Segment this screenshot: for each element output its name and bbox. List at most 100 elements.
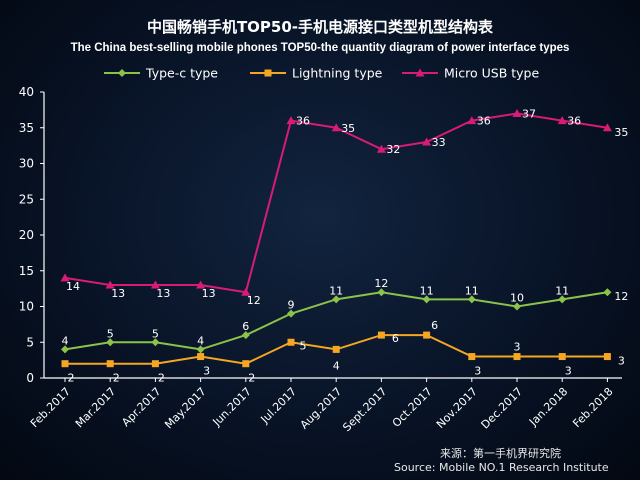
data-point (602, 123, 612, 132)
data-point (197, 353, 205, 361)
data-point (106, 338, 115, 347)
data-point (61, 360, 69, 368)
x-tick-label: Dec.2017 (479, 385, 526, 432)
source-chinese: 来源：第一手机界研究院 (440, 446, 561, 460)
data-label: 6 (431, 319, 438, 332)
data-label: 14 (66, 280, 80, 293)
y-tick-label: 15 (19, 264, 34, 278)
legend-marker (264, 69, 272, 77)
legend-marker (118, 69, 126, 77)
data-point (423, 331, 431, 339)
data-point (558, 353, 566, 361)
data-label: 12 (374, 277, 388, 290)
data-label: 3 (203, 365, 210, 378)
data-label: 3 (565, 365, 572, 378)
x-tick-label: Aug.2017 (298, 385, 345, 432)
data-point (512, 108, 522, 117)
data-label: 2 (248, 372, 255, 385)
x-tick-label: Jul.2017 (258, 385, 300, 427)
y-tick-label: 35 (19, 121, 34, 135)
data-label: 35 (341, 122, 355, 135)
data-point (241, 287, 251, 296)
data-label: 35 (614, 126, 628, 139)
y-axis-ticks: 0 5 10 15 20 25 30 35 40 (19, 85, 44, 385)
series-line (64, 112, 608, 294)
data-label: 36 (477, 115, 491, 128)
data-point (151, 360, 159, 368)
data-label: 4 (333, 359, 340, 372)
data-point (468, 353, 476, 361)
y-tick-label: 30 (19, 157, 34, 171)
y-tick-label: 25 (19, 192, 34, 206)
data-point (377, 288, 386, 297)
data-point (603, 288, 612, 297)
data-label: 5 (107, 327, 114, 340)
chart-subtitle: The China best-selling mobile phones TOP… (71, 42, 570, 54)
data-label: 36 (296, 115, 310, 128)
data-point (286, 116, 296, 125)
x-tick-label: May.2017 (162, 385, 208, 431)
data-point (150, 280, 160, 289)
data-point (242, 360, 250, 368)
data-label: 36 (567, 115, 581, 128)
data-label: 10 (510, 292, 524, 305)
data-label: 32 (386, 143, 400, 156)
data-point (105, 280, 115, 289)
data-point (106, 360, 114, 368)
data-label: 11 (420, 284, 434, 297)
data-label: 6 (242, 320, 249, 333)
data-point (376, 144, 386, 153)
data-label: 2 (158, 372, 165, 385)
x-tick-label: Jan.2018 (526, 385, 570, 429)
x-tick-label: Sept.2017 (340, 385, 389, 434)
data-label: 5 (300, 339, 307, 352)
x-tick-label: Oct.2017 (390, 385, 435, 430)
x-tick-label: Apr.2017 (119, 385, 163, 429)
x-tick-label: Jun.2017 (210, 385, 254, 429)
legend-label: Micro USB type (444, 66, 539, 81)
source-english: Source: Mobile NO.1 Research Institute (394, 461, 609, 474)
data-label: 4 (62, 334, 69, 347)
data-label: 11 (465, 284, 479, 297)
data-point (241, 331, 250, 340)
data-label: 2 (113, 372, 120, 385)
data-point (196, 280, 206, 289)
data-point (196, 345, 205, 354)
y-tick-label: 10 (19, 300, 34, 314)
data-point (60, 273, 70, 282)
y-tick-label: 40 (19, 85, 34, 99)
data-point (287, 338, 295, 346)
x-tick-label: Mar.2017 (73, 385, 118, 430)
data-label: 2 (68, 372, 75, 385)
x-tick-label: Nov.2017 (434, 385, 480, 431)
data-point (287, 309, 295, 318)
data-point (467, 295, 476, 304)
data-point (513, 353, 521, 361)
data-label: 13 (202, 287, 216, 300)
y-tick-label: 5 (26, 335, 34, 349)
data-label: 9 (288, 299, 295, 312)
data-point (332, 295, 341, 304)
data-point (377, 331, 385, 339)
data-label: 11 (329, 284, 343, 297)
data-label: 3 (514, 341, 521, 354)
data-label: 4 (197, 334, 204, 347)
x-tick-label: Feb.2018 (570, 385, 615, 430)
data-point (467, 116, 477, 125)
data-point (513, 302, 521, 311)
data-label: 13 (156, 287, 170, 300)
data-point (558, 295, 567, 304)
legend-label: Lightning type (292, 66, 383, 81)
data-label: 6 (392, 332, 399, 345)
data-label: 3 (618, 355, 625, 368)
data-label: 13 (111, 287, 125, 300)
data-label: 11 (555, 284, 569, 297)
data-label: 12 (614, 290, 628, 303)
legend: Type-c type Lightning type Micro USB type (104, 66, 539, 81)
data-point (603, 353, 611, 361)
x-tick-label: Feb.2017 (28, 385, 73, 430)
data-point (557, 116, 567, 125)
